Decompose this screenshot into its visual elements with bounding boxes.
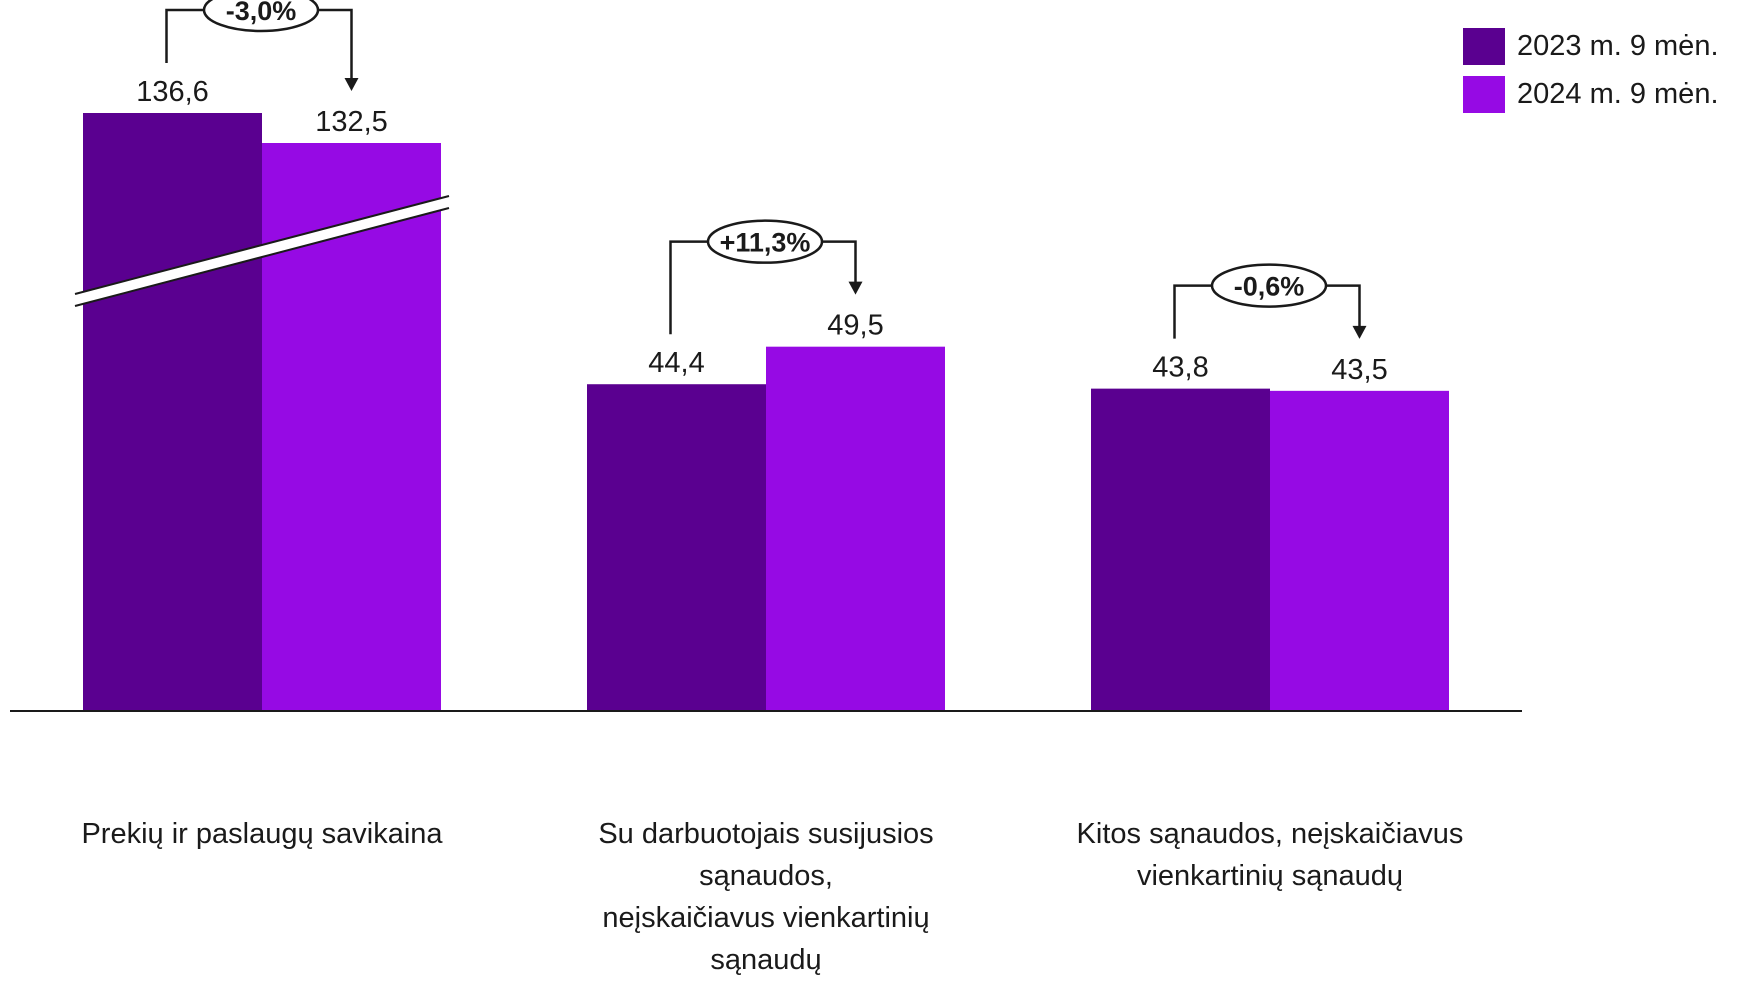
legend-item-2023: 2023 m. 9 mėn.: [1463, 22, 1719, 70]
data-label: 44,4: [648, 347, 704, 379]
change-badge: [202, 0, 320, 33]
category-label-line: Prekių ir paslaugų savikaina: [81, 818, 443, 850]
change-bracket: [669, 240, 857, 335]
category-label-line: neįskaičiavus vienkartinių sąnaudų: [602, 902, 930, 976]
category-label-line: Su darbuotojais susijusios sąnaudos,: [598, 818, 934, 892]
legend-swatch-2023: [1463, 27, 1505, 65]
data-label: 43,5: [1331, 354, 1387, 386]
change-bracket: [1173, 284, 1361, 339]
change-label: +11,3%: [720, 228, 811, 258]
bar-chart: 136,6 44,4 43,8 132,5 49,5 43,5 -3,0% +11,3% -0,…: [10, 0, 1522, 712]
category-label-other-costs: Kitos sąnaudos, neįskaičiavus vienkartin…: [1060, 813, 1480, 897]
legend: 2023 m. 9 mėn. 2024 m. 9 mėn.: [1463, 22, 1719, 118]
legend-item-2024: 2024 m. 9 mėn.: [1463, 70, 1719, 118]
data-label: 136,6: [136, 76, 209, 108]
axis-break-band: [75, 196, 449, 306]
bar-2023: [587, 384, 766, 711]
axis-break-line: [74, 195, 450, 295]
legend-label-2024: 2024 m. 9 mėn.: [1517, 77, 1719, 110]
category-label-line: Kitos sąnaudos, neįskaičiavus: [1076, 818, 1464, 850]
bar-2023: [1091, 388, 1270, 711]
bar-2024: [766, 346, 945, 711]
change-label: -0,6%: [1234, 272, 1305, 302]
category-label-employee-costs: Su darbuotojais susijusios sąnaudos, neį…: [556, 813, 976, 981]
change-bracket: [165, 8, 353, 79]
arrow-head-icon: [1352, 325, 1367, 339]
legend-label-2023: 2023 m. 9 mėn.: [1517, 29, 1719, 62]
change-badge: [706, 219, 824, 264]
category-label-cost-of-goods: Prekių ir paslaugų savikaina: [52, 813, 472, 855]
arrow-head-icon: [848, 281, 863, 295]
bar-2024: [1270, 390, 1449, 711]
category-label-line: vienkartinių sąnaudų: [1136, 860, 1403, 892]
data-label: 43,8: [1152, 352, 1208, 384]
bar-2023: [83, 113, 262, 711]
legend-swatch-2024: [1463, 75, 1505, 113]
change-label: -3,0%: [226, 0, 297, 26]
change-badge: [1210, 263, 1328, 308]
data-label: 49,5: [827, 310, 883, 342]
axis-break-line: [74, 207, 450, 307]
data-label: 132,5: [315, 106, 388, 138]
arrow-head-icon: [344, 78, 359, 91]
